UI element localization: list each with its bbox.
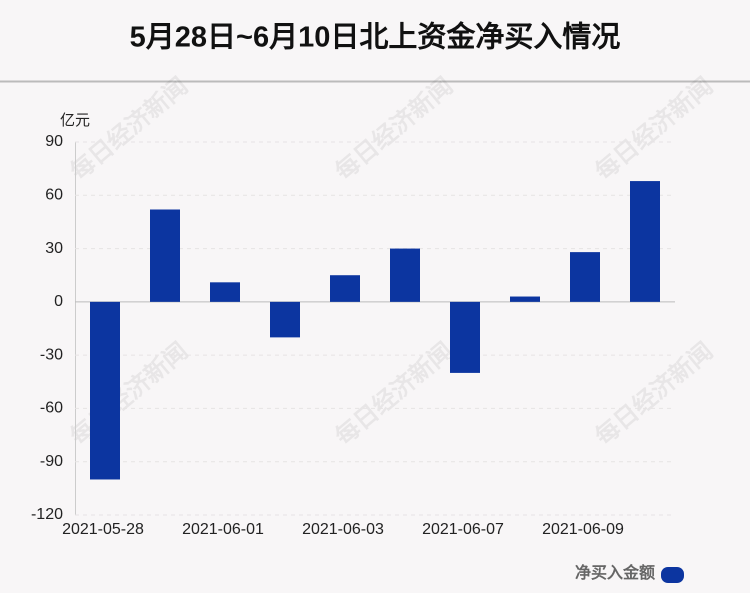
bar (90, 301, 120, 480)
bar (210, 282, 240, 302)
bar (150, 209, 180, 302)
y-tick-label: -30 (40, 346, 63, 363)
y-tick-label: -90 (40, 453, 63, 470)
bar (270, 301, 300, 338)
y-tick-label: 0 (54, 293, 63, 310)
bar (450, 301, 480, 373)
legend-label: 净买入金额 (575, 563, 655, 582)
legend-swatch (661, 567, 684, 583)
bar (330, 275, 360, 302)
bar (510, 296, 540, 302)
x-tick-label: 2021-05-28 (62, 521, 144, 538)
y-tick-label: 60 (45, 187, 63, 204)
bar (570, 252, 600, 302)
x-tick-label: 2021-06-09 (542, 521, 624, 538)
bar (630, 181, 660, 302)
y-tick-label: 90 (45, 133, 63, 150)
chart-title: 5月28日~6月10日北上资金净买入情况 (130, 20, 621, 54)
y-tick-label: -60 (40, 400, 63, 417)
bar (390, 248, 420, 302)
y-tick-label: -120 (31, 506, 63, 523)
y-tick-label: 30 (45, 240, 63, 257)
y-unit: 亿元 (60, 112, 90, 129)
x-tick-label: 2021-06-07 (422, 521, 504, 538)
x-tick-label: 2021-06-03 (302, 521, 384, 538)
x-tick-label: 2021-06-01 (182, 521, 264, 538)
